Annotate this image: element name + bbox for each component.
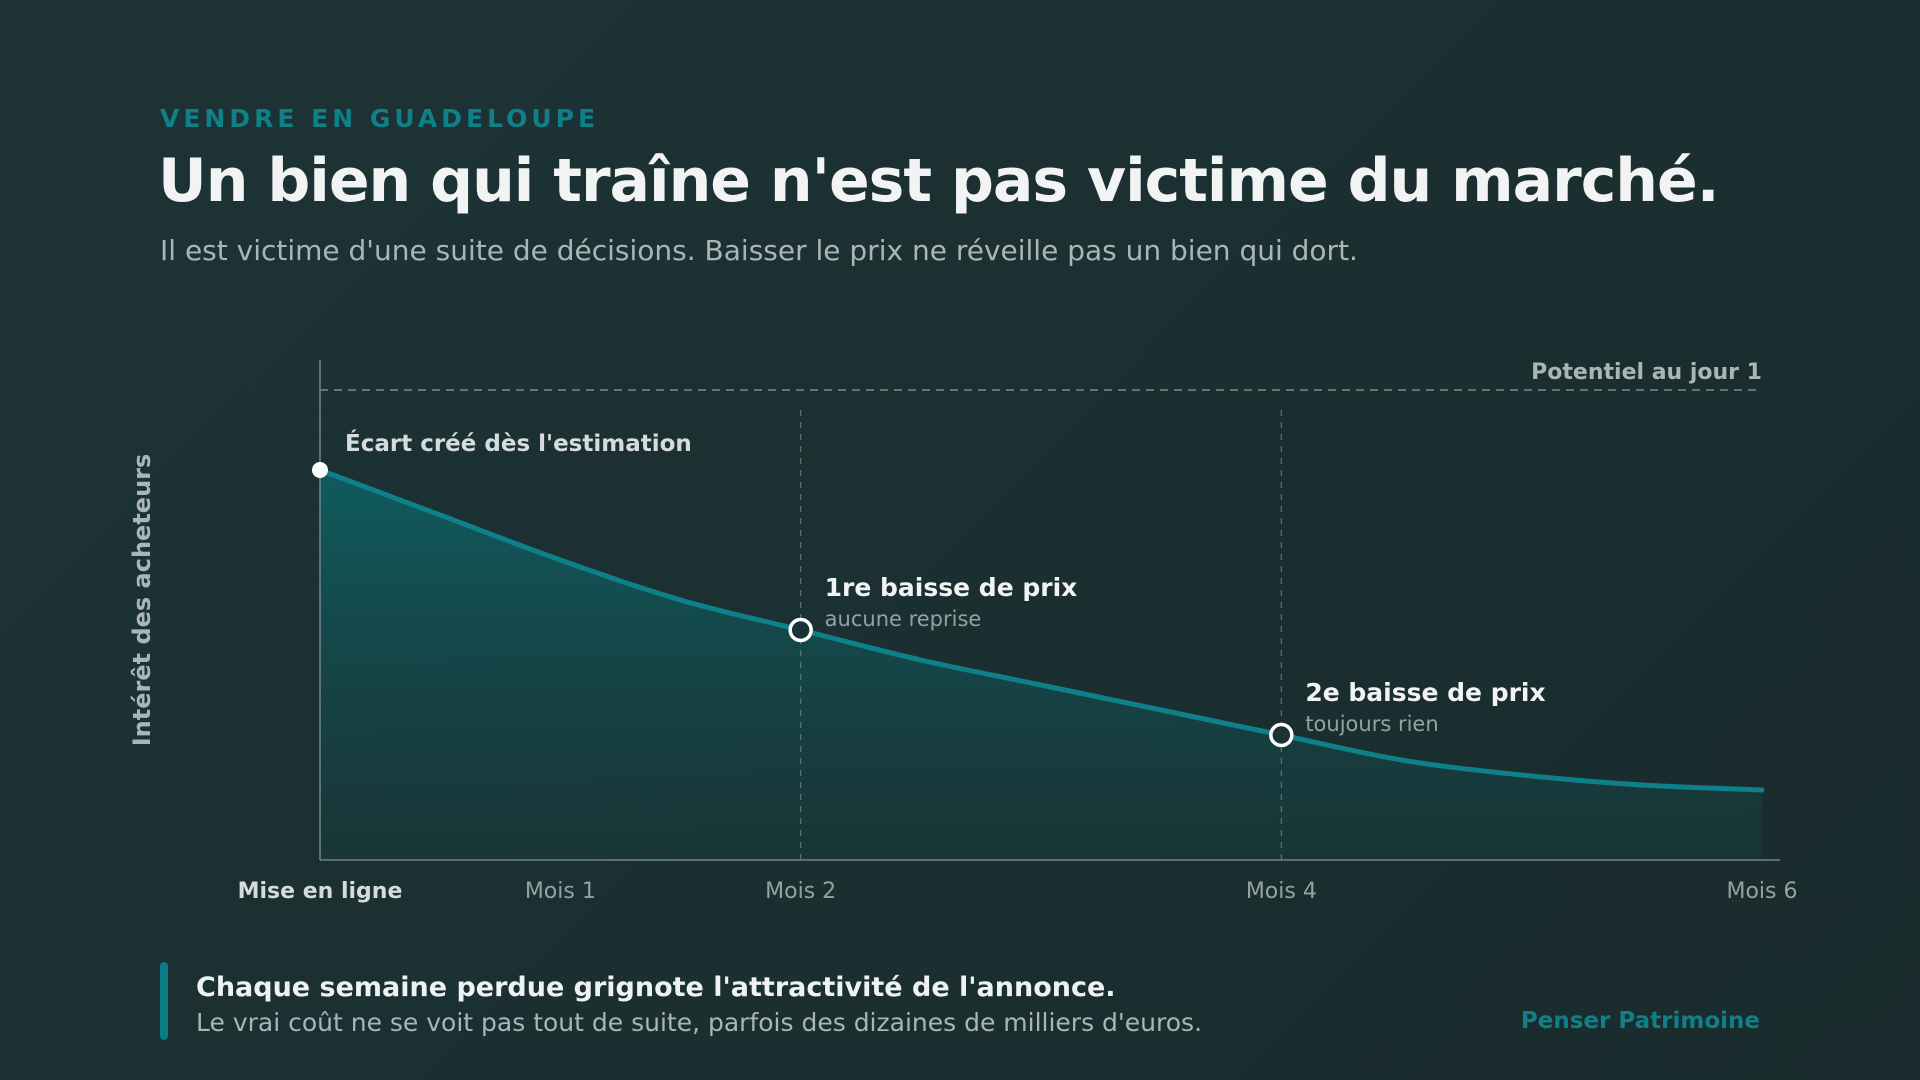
- annotation-label: Écart créé dès l'estimation: [345, 429, 692, 457]
- annotation-sublabel: toujours rien: [1305, 712, 1438, 736]
- area-fill: [320, 470, 1762, 860]
- y-axis-label: Intérêt des acheteurs: [128, 454, 156, 747]
- reference-line-label: Potentiel au jour 1: [1531, 360, 1762, 385]
- annotation-sublabel: aucune reprise: [825, 607, 982, 631]
- annotation-label: 1re baisse de prix: [825, 573, 1078, 602]
- x-tick-label: Mois 4: [1246, 879, 1317, 904]
- x-tick-label: Mise en ligne: [238, 879, 403, 904]
- series-line: [317, 467, 1765, 793]
- page-title: Un bien qui traîne n'est pas victime du …: [158, 146, 1720, 216]
- annotation-point: [312, 462, 328, 478]
- takeaway-title: Chaque semaine perdue grignote l'attract…: [196, 972, 1116, 1003]
- annotation-point: [788, 617, 813, 643]
- brand-name: Penser Patrimoine: [1520, 1008, 1760, 1034]
- page-subtitle: Il est victime d'une suite de décisions.…: [160, 234, 1358, 267]
- eyebrow: VENDRE EN GUADELOUPE: [160, 104, 600, 133]
- takeaway-accent-bar: [160, 962, 168, 1040]
- x-tick-label: Mois 2: [765, 879, 836, 904]
- takeaway-text: Le vrai coût ne se voit pas tout de suit…: [196, 1008, 1203, 1037]
- annotation-point: [1269, 722, 1294, 748]
- annotation-label: 2e baisse de prix: [1305, 678, 1545, 707]
- x-tick-label: Mois 6: [1726, 879, 1797, 904]
- x-tick-label: Mois 1: [525, 879, 596, 904]
